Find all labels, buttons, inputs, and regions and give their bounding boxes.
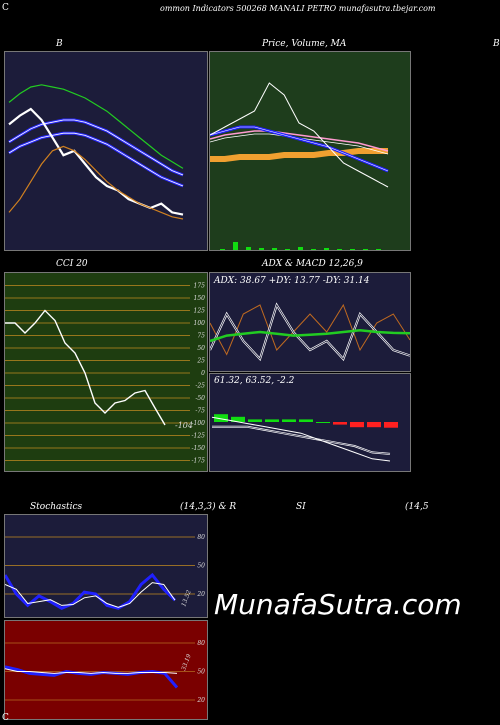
bollinger-chart	[8, 84, 184, 220]
macd-histogram-bar	[299, 419, 313, 422]
price-close-line	[210, 82, 389, 188]
stoch-tick-label: 50	[197, 563, 205, 570]
rsi-panel: 80 50 20 33.19	[4, 620, 208, 720]
bollinger-panel	[4, 51, 208, 251]
volume-bar	[324, 248, 329, 250]
price-ma-line	[210, 130, 389, 152]
macd-histogram-bar	[231, 416, 245, 422]
bollinger-band-inner-line	[8, 132, 184, 187]
cci-tick-label: -50	[195, 395, 205, 402]
volume-bar	[220, 249, 225, 250]
volume-bar	[285, 249, 290, 250]
cci-tick-label: -125	[192, 433, 206, 440]
macd-values: 61.32, 63.52, -2.2	[214, 376, 295, 386]
bottom-left-letter: C	[2, 713, 9, 723]
macd-histogram-bar	[350, 422, 364, 428]
macd-chart	[211, 414, 398, 462]
macd-histogram-bar	[384, 422, 398, 428]
rsi-chart: 80 50 20 33.19	[5, 640, 205, 704]
volume-bar	[350, 249, 355, 250]
cci-tick-label: 0	[201, 370, 205, 377]
price-ma-line	[210, 126, 389, 172]
volume-bar	[363, 249, 368, 250]
macd-panel	[209, 373, 411, 472]
bollinger-series-line	[8, 107, 184, 216]
adx-chart	[210, 302, 410, 362]
adx-panel	[209, 272, 411, 372]
cci-line	[5, 309, 166, 426]
volume-bar	[246, 247, 251, 250]
adx-values: ADX: 38.67 +DY: 13.77 -DY: 31.14	[214, 276, 370, 286]
macd-signal-line	[212, 426, 391, 455]
bollinger-series-line	[8, 84, 184, 169]
bollinger-series-line	[8, 145, 184, 220]
cci-tick-label: 125	[194, 308, 206, 315]
label-price: Price, Volume, MA	[262, 39, 347, 49]
macd-histogram-bar	[333, 422, 347, 425]
cci-tick-label: 150	[194, 295, 206, 302]
price-ma-band-line	[210, 148, 388, 162]
cci-tick-label: -175	[192, 458, 206, 465]
bollinger-band-inner-line	[8, 119, 184, 176]
cci-tick-label: -150	[192, 445, 206, 452]
header-title: ommon Indicators 500268 MANALI PETRO mun…	[160, 4, 436, 13]
cci-tick-label: 75	[197, 333, 205, 340]
stoch-tick-label: 20	[196, 591, 205, 598]
label-si-params: (14,5	[405, 502, 429, 512]
cci-value-label: -104	[175, 421, 193, 430]
rsi-average-line	[5, 668, 178, 674]
macd-histogram-bar	[214, 414, 228, 422]
volume-bar	[311, 249, 316, 250]
macd-signal-line	[212, 425, 391, 455]
cci-tick-label: 25	[196, 358, 205, 365]
cci-tick-label: 100	[194, 320, 206, 327]
label-b: B	[56, 39, 63, 49]
macd-histogram-bar	[316, 422, 330, 423]
label-si: SI	[296, 502, 306, 512]
price-panel	[209, 51, 411, 251]
volume-bar	[259, 248, 264, 250]
macd-line	[211, 416, 391, 462]
volume-bar	[337, 249, 342, 250]
stoch-tick-label: 80	[197, 534, 205, 541]
price-chart	[210, 82, 389, 250]
volume-bar	[376, 249, 381, 250]
cci-chart: 175 150 125 100 75 50 25 0 -25 -50 -75 -100 -125 -150…	[5, 283, 206, 465]
label-cci: CCI 20	[56, 259, 88, 269]
label-far-right: B	[493, 39, 500, 49]
stoch-d-line	[5, 582, 176, 608]
volume-bar	[233, 242, 238, 250]
rsi-line	[5, 665, 179, 689]
rsi-tick-label: 80	[197, 640, 205, 647]
cci-tick-label: 50	[197, 345, 205, 352]
macd-histogram-bar	[367, 422, 381, 428]
cci-panel: 175 150 125 100 75 50 25 0 -25 -50 -75 -100 -125 -150…	[4, 272, 208, 472]
label-adx-macd: ADX & MACD 12,26,9	[262, 259, 363, 269]
volume-bar	[298, 247, 303, 250]
adx-minus-dy-line	[210, 303, 410, 356]
macd-histogram-bar	[248, 419, 262, 422]
bollinger-series-line	[8, 118, 184, 177]
adx-line	[210, 328, 410, 343]
label-stochastics: Stochastics	[30, 502, 83, 512]
stochastics-panel: 80 50 20 13.52	[4, 514, 208, 618]
cci-tick-label: -25	[195, 383, 205, 390]
label-stoch-params: (14,3,3) & R	[180, 502, 237, 512]
volume-bar	[272, 248, 277, 250]
watermark: MunafaSutra.com	[214, 588, 462, 621]
cci-tick-label: 175	[194, 283, 206, 290]
macd-histogram-bar	[265, 419, 279, 422]
macd-histogram-bar	[282, 419, 296, 422]
stoch-value-label: 13.52	[180, 589, 193, 608]
rsi-tick-label: 50	[197, 669, 205, 676]
rsi-tick-label: 20	[196, 697, 205, 704]
cci-tick-label: -100	[192, 420, 206, 427]
cci-tick-label: -75	[195, 408, 205, 415]
rsi-value-label: 33.19	[180, 653, 193, 672]
header-left-letter: C	[2, 3, 9, 13]
stoch-k-line	[5, 572, 177, 610]
